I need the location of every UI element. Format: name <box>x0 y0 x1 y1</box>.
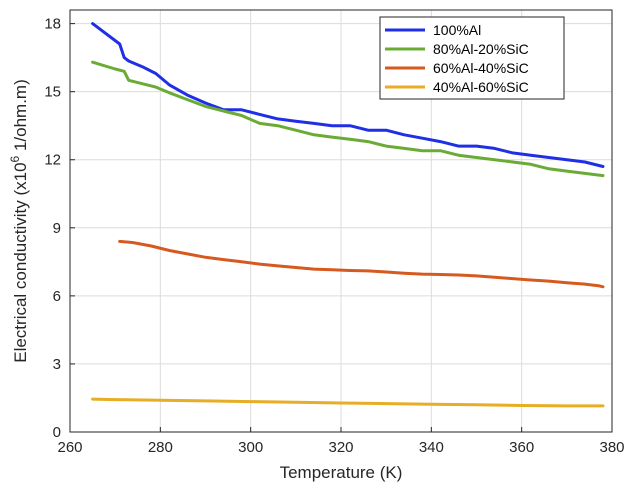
series-line-0 <box>91 22 605 168</box>
series-line-1 <box>91 60 605 178</box>
y-tick-label: 6 <box>53 288 61 305</box>
legend-label: 60%Al-40%SiC <box>433 60 529 76</box>
y-tick-label: 18 <box>44 16 61 33</box>
y-tick-label: 9 <box>53 220 61 237</box>
y-tick-label: 12 <box>44 152 61 169</box>
x-tick-label: 340 <box>419 439 444 456</box>
x-tick-label: 380 <box>599 439 624 456</box>
y-tick-label: 0 <box>53 424 61 441</box>
series-layer <box>91 22 605 408</box>
y-axis-label-exponent: 6 <box>8 155 22 162</box>
y-axis-label-suffix: 1/ohm.m) <box>11 79 30 156</box>
legend-label: 40%Al-60%SiC <box>433 79 529 95</box>
legend-label: 100%Al <box>433 22 481 38</box>
x-tick-label: 280 <box>148 439 173 456</box>
x-tick-label: 300 <box>238 439 263 456</box>
y-tick-label: 3 <box>53 356 61 373</box>
x-tick-label: 360 <box>509 439 534 456</box>
legend: 100%Al 80%Al-20%SiC 60%Al-40%SiC 40%Al-60%S… <box>379 16 565 100</box>
legend-label: 80%Al-20%SiC <box>433 41 529 57</box>
x-tick-label: 320 <box>328 439 353 456</box>
x-tick-label: 260 <box>57 439 82 456</box>
y-axis-label-prefix: Electrical conductivity (x10 <box>11 162 30 362</box>
series-line-2 <box>118 239 605 289</box>
y-axis-label: Electrical conductivity (x106 1/ohm.m) <box>8 79 30 363</box>
y-tick-label: 15 <box>44 84 61 101</box>
x-axis-label: Temperature (K) <box>280 463 403 482</box>
tick-layer: 260 280 300 320 340 360 380 0 3 6 9 12 15 18 <box>44 16 624 456</box>
series-line-3 <box>91 397 605 408</box>
